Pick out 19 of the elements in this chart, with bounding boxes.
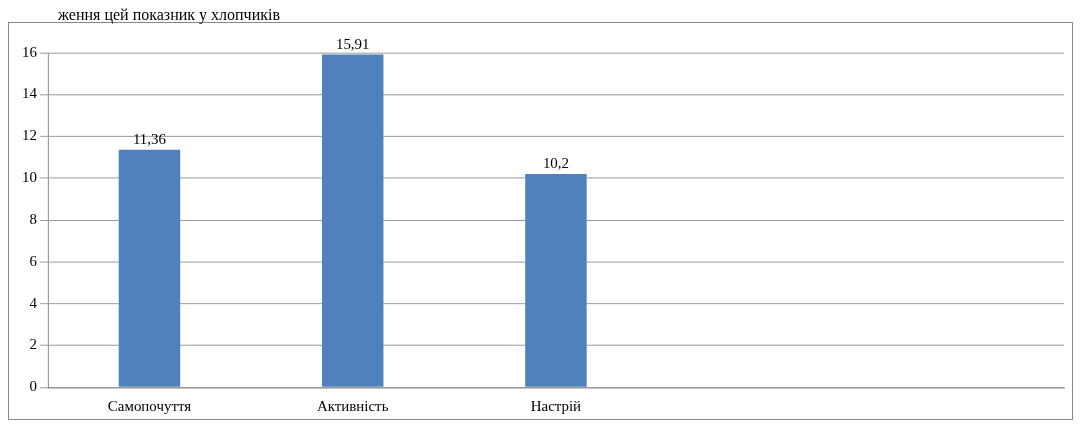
- y-tick-label: 12: [21, 127, 37, 144]
- bar: [118, 149, 181, 387]
- y-tick-label: 8: [29, 210, 37, 227]
- y-tick-label: 0: [29, 378, 37, 395]
- y-tick-label: 4: [29, 294, 38, 311]
- bar: [525, 174, 587, 387]
- bar: [321, 54, 384, 387]
- y-tick-label: 14: [21, 85, 38, 102]
- data-label: 11,36: [132, 131, 166, 148]
- y-tick-label: 2: [29, 336, 37, 353]
- y-tick-label: 6: [29, 252, 37, 269]
- data-label: 15,91: [335, 36, 370, 53]
- x-tick-label: Настрій: [530, 398, 582, 415]
- x-tick-label: Самопочуття: [107, 398, 192, 415]
- x-tick-label: Активність: [316, 398, 389, 415]
- y-tick-label: 16: [21, 43, 37, 60]
- data-label: 10,2: [542, 155, 569, 172]
- text: ження цей показник у хлопчиків: [58, 6, 280, 23]
- y-tick-label: 10: [21, 169, 37, 186]
